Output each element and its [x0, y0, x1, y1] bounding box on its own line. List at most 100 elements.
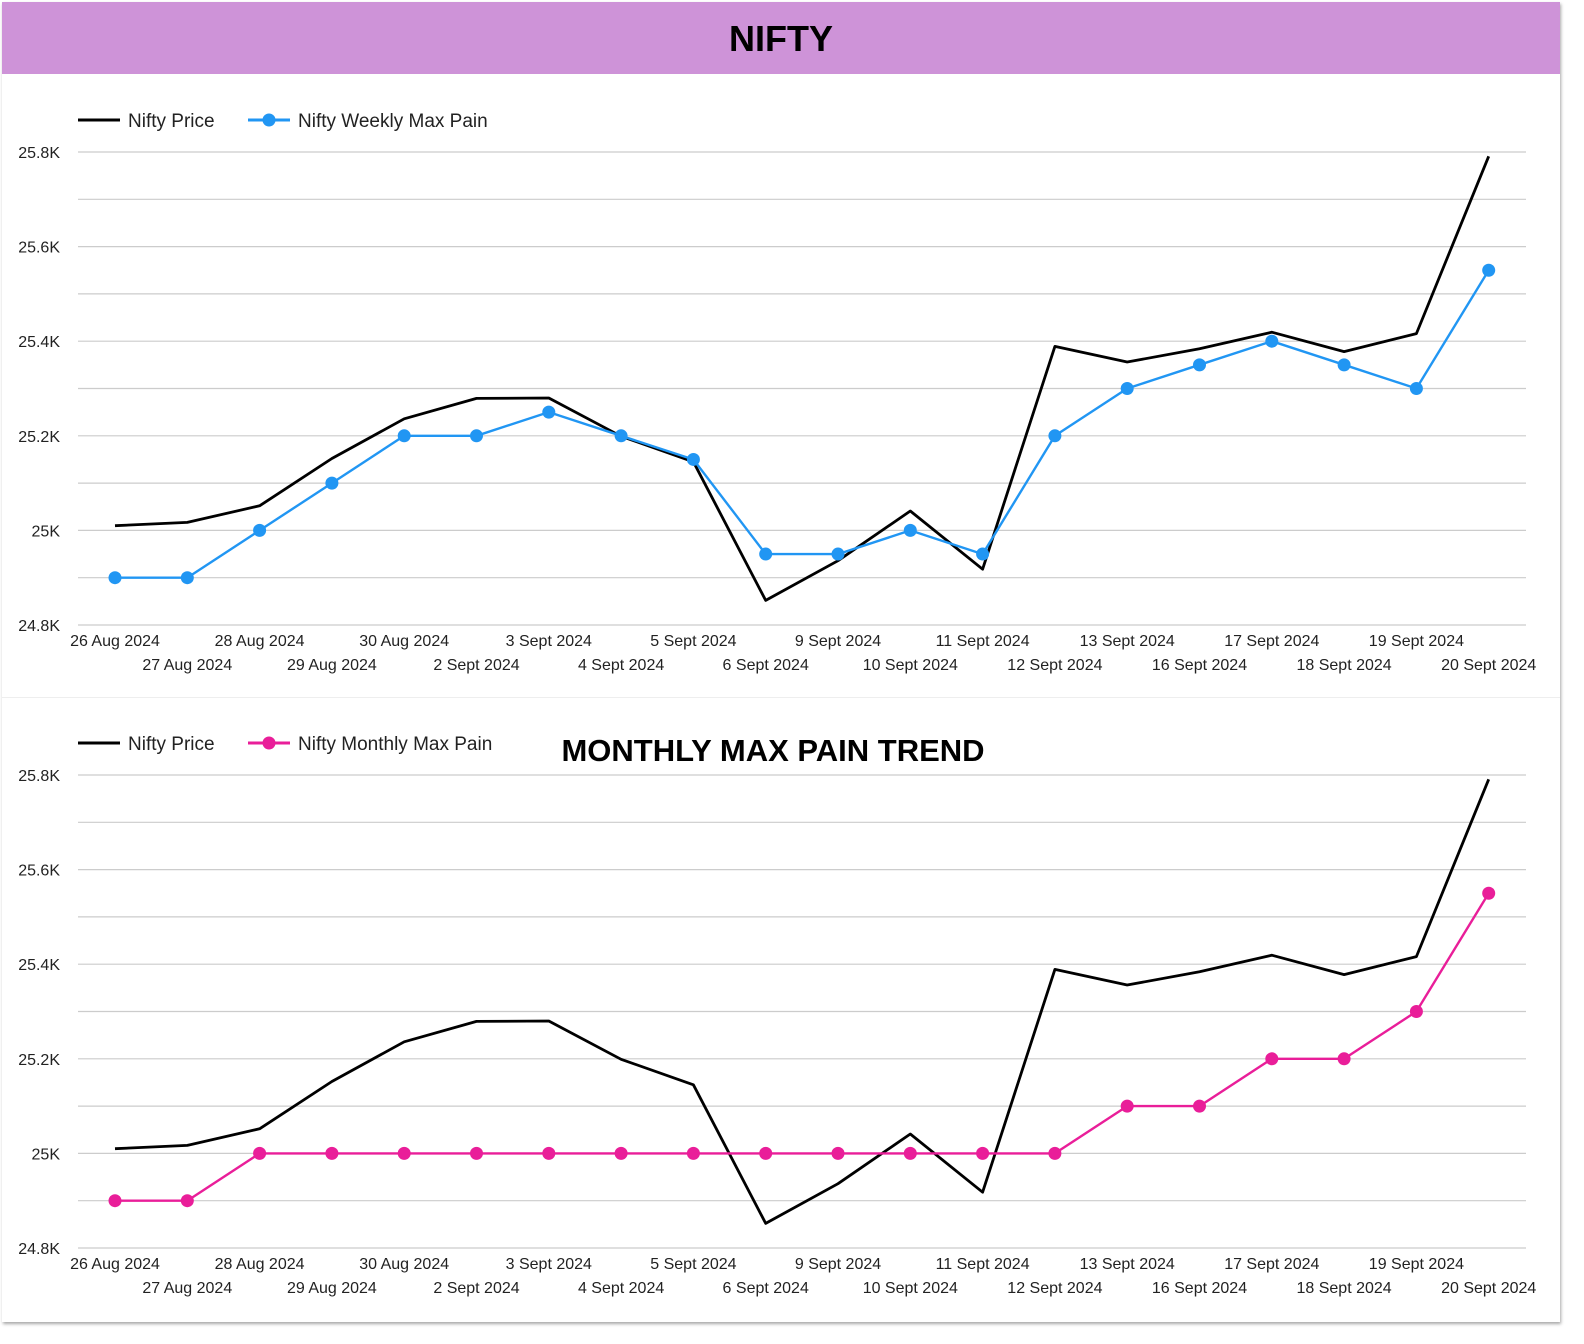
data-point[interactable]	[1265, 1052, 1279, 1066]
x-tick-label: 11 Sept 2024	[936, 633, 1030, 650]
data-point[interactable]	[1409, 382, 1423, 395]
x-tick-label: 10 Sept 2024	[863, 1280, 958, 1297]
data-point[interactable]	[1193, 1099, 1206, 1113]
data-point[interactable]	[397, 1146, 411, 1160]
x-tick-label: 29 Aug 2024	[287, 657, 377, 674]
series-line	[114, 155, 1490, 602]
series-nifty-weekly-max-pain	[108, 263, 1496, 585]
data-point[interactable]	[1048, 1146, 1062, 1160]
data-point[interactable]	[686, 452, 700, 466]
data-point[interactable]	[325, 1146, 339, 1160]
data-point[interactable]	[831, 547, 845, 561]
data-point[interactable]	[1337, 1052, 1351, 1066]
y-tick-label: 25.2K	[18, 1052, 60, 1069]
x-tick-label: 20 Sept 2024	[1441, 657, 1536, 674]
legend-item[interactable]: Nifty Price	[78, 734, 215, 755]
data-point[interactable]	[1337, 358, 1351, 372]
y-tick-label: 25.6K	[18, 863, 60, 880]
x-axis: 26 Aug 2024 27 Aug 2024 28 Aug 2024 29 Aug …	[70, 633, 1536, 674]
legend-marker	[262, 736, 276, 750]
x-tick-label: 30 Aug 2024	[359, 633, 449, 650]
x-tick-label: 30 Aug 2024	[359, 1256, 449, 1273]
x-tick-label: 9 Sept 2024	[795, 1256, 881, 1273]
y-tick-label: 25.8K	[18, 768, 60, 785]
x-tick-label: 6 Sept 2024	[723, 1280, 809, 1297]
legend: Nifty Price Nifty Weekly Max Pain	[78, 111, 488, 132]
x-tick-label: 4 Sept 2024	[578, 657, 664, 674]
data-point[interactable]	[614, 429, 628, 443]
x-tick-label: 2 Sept 2024	[433, 1280, 519, 1297]
x-tick-label: 18 Sept 2024	[1296, 1280, 1391, 1297]
x-axis: 26 Aug 2024 27 Aug 2024 28 Aug 2024 29 Aug …	[70, 1256, 1536, 1297]
data-point[interactable]	[1482, 886, 1496, 900]
data-point[interactable]	[253, 1146, 267, 1160]
data-point[interactable]	[1265, 334, 1279, 348]
data-point[interactable]	[542, 405, 556, 419]
data-point[interactable]	[759, 547, 773, 561]
page-header: NIFTY	[2, 2, 1560, 74]
data-point[interactable]	[1409, 1005, 1423, 1018]
y-tick-label: 24.8K	[18, 1241, 60, 1258]
y-axis: 24.8K 25K 25.2K 25.4K 25.6K 25.8K	[18, 768, 60, 1258]
x-tick-label: 17 Sept 2024	[1224, 1256, 1319, 1273]
legend-item[interactable]: Nifty Price	[78, 111, 215, 132]
data-point[interactable]	[759, 1146, 773, 1160]
dashboard-frame	[2, 2, 1560, 1322]
data-point[interactable]	[1048, 429, 1062, 443]
legend: Nifty Price Nifty Monthly Max Pain	[78, 734, 492, 755]
gridlines	[78, 151, 1526, 626]
data-point[interactable]	[470, 429, 483, 443]
data-point[interactable]	[180, 1194, 194, 1208]
x-tick-label: 13 Sept 2024	[1080, 633, 1175, 650]
x-tick-label: 10 Sept 2024	[863, 657, 958, 674]
data-point[interactable]	[325, 476, 339, 490]
data-point[interactable]	[614, 1146, 628, 1160]
legend-label: Nifty Weekly Max Pain	[298, 111, 488, 132]
data-point[interactable]	[108, 571, 122, 585]
x-tick-label: 27 Aug 2024	[142, 1280, 232, 1297]
data-point[interactable]	[976, 547, 990, 561]
series-line	[115, 269, 1490, 579]
x-tick-label: 3 Sept 2024	[506, 1256, 592, 1273]
x-tick-label: 27 Aug 2024	[142, 657, 232, 674]
data-point[interactable]	[831, 1146, 845, 1160]
x-tick-label: 28 Aug 2024	[215, 633, 305, 650]
y-tick-label: 25.2K	[18, 429, 60, 446]
x-tick-label: 5 Sept 2024	[650, 633, 736, 650]
data-point[interactable]	[976, 1146, 990, 1160]
x-tick-label: 29 Aug 2024	[287, 1280, 377, 1297]
x-tick-label: 16 Sept 2024	[1152, 1280, 1247, 1297]
data-point[interactable]	[1193, 358, 1206, 372]
x-tick-label: 4 Sept 2024	[578, 1280, 664, 1297]
x-tick-label: 18 Sept 2024	[1296, 657, 1391, 674]
x-tick-label: 19 Sept 2024	[1369, 1256, 1464, 1273]
x-tick-label: 13 Sept 2024	[1080, 1256, 1175, 1273]
data-point[interactable]	[108, 1194, 122, 1208]
legend-item[interactable]: Nifty Monthly Max Pain	[248, 734, 492, 755]
y-tick-label: 25.6K	[18, 240, 60, 257]
page-title: NIFTY	[729, 18, 833, 59]
data-point[interactable]	[1120, 1099, 1134, 1113]
x-tick-label: 9 Sept 2024	[795, 633, 881, 650]
data-point[interactable]	[542, 1146, 556, 1160]
series-nifty-price	[114, 778, 1490, 1225]
x-tick-label: 19 Sept 2024	[1369, 633, 1464, 650]
data-point[interactable]	[1482, 263, 1496, 277]
legend-item[interactable]: Nifty Weekly Max Pain	[248, 111, 488, 132]
data-point[interactable]	[397, 429, 411, 443]
data-point[interactable]	[180, 571, 194, 585]
data-point[interactable]	[686, 1146, 700, 1160]
data-point[interactable]	[253, 523, 267, 537]
x-tick-label: 12 Sept 2024	[1007, 657, 1102, 674]
x-tick-label: 11 Sept 2024	[936, 1256, 1030, 1273]
data-point[interactable]	[1120, 382, 1134, 395]
y-tick-label: 25.8K	[18, 145, 60, 162]
data-point[interactable]	[903, 523, 917, 537]
x-tick-label: 3 Sept 2024	[506, 633, 592, 650]
legend-marker	[262, 113, 276, 127]
y-tick-label: 24.8K	[18, 618, 60, 635]
series-nifty-price	[114, 155, 1490, 602]
data-point[interactable]	[470, 1146, 483, 1160]
data-point[interactable]	[903, 1146, 917, 1160]
